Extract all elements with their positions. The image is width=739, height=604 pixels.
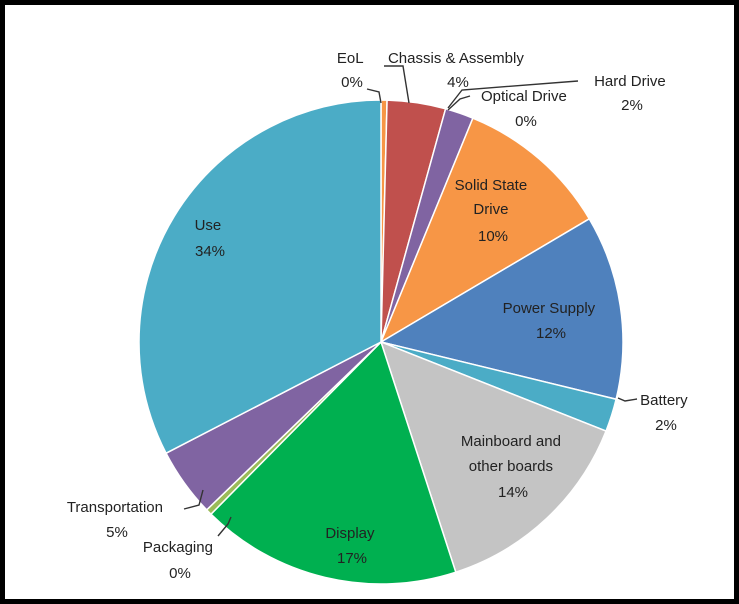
label-ssd-line2: Drive bbox=[473, 201, 508, 218]
label-solid-state-drive: Solid State Drive 10% bbox=[455, 177, 532, 245]
label-display-pct: 17% bbox=[337, 550, 367, 567]
label-power-supply: Power Supply 12% bbox=[503, 300, 600, 342]
label-use-pct: 34% bbox=[195, 243, 225, 260]
optical-drive-leader-line bbox=[447, 95, 471, 111]
label-mainboard: Mainboard and other boards 14% bbox=[461, 433, 565, 501]
label-chassis-pct: 4% bbox=[447, 74, 469, 91]
transportation-leader-line bbox=[183, 489, 204, 510]
label-power-supply-name: Power Supply bbox=[503, 300, 596, 317]
battery-leader-line bbox=[617, 397, 638, 402]
label-transportation-name: Transportation bbox=[67, 499, 163, 516]
label-transportation-pct: 5% bbox=[106, 524, 128, 541]
label-packaging-name: Packaging bbox=[143, 539, 213, 556]
eol-leader-line bbox=[366, 88, 382, 104]
label-eol-pct: 0% bbox=[341, 74, 363, 91]
label-use: Use 34% bbox=[195, 217, 226, 260]
label-eol: EoL 0% bbox=[337, 50, 367, 91]
label-transportation: Transportation 5% bbox=[67, 499, 167, 541]
label-optical-drive-pct: 0% bbox=[515, 113, 537, 130]
label-hard-drive: Hard Drive 2% bbox=[594, 73, 670, 114]
label-ssd-line1: Solid State bbox=[455, 177, 528, 194]
label-use-name: Use bbox=[195, 217, 222, 234]
label-ssd-pct: 10% bbox=[478, 228, 508, 245]
label-battery: Battery 2% bbox=[640, 392, 692, 434]
label-mainboard-pct: 14% bbox=[498, 484, 528, 501]
label-packaging: Packaging 0% bbox=[143, 539, 217, 582]
slice-solid-state-drive bbox=[379, 117, 591, 344]
leader-lines bbox=[183, 65, 638, 537]
label-mainboard-line1: Mainboard and bbox=[461, 433, 561, 450]
chassis-leader-line bbox=[384, 65, 410, 104]
label-packaging-pct: 0% bbox=[169, 565, 191, 582]
label-optical-drive-name: Optical Drive bbox=[481, 88, 567, 105]
pie-slices bbox=[138, 99, 624, 585]
label-power-supply-pct: 12% bbox=[536, 325, 566, 342]
label-display-name: Display bbox=[325, 525, 375, 542]
label-hard-drive-pct: 2% bbox=[621, 97, 643, 114]
label-chassis-name: Chassis & Assembly bbox=[388, 50, 524, 67]
label-chassis: Chassis & Assembly 4% bbox=[388, 50, 528, 91]
label-mainboard-line2: other boards bbox=[469, 458, 553, 475]
label-hard-drive-name: Hard Drive bbox=[594, 73, 666, 90]
label-optical-drive: Optical Drive 0% bbox=[481, 88, 571, 130]
hard-drive-leader-line bbox=[447, 80, 579, 109]
label-battery-name: Battery bbox=[640, 392, 688, 409]
slice-power-supply bbox=[379, 217, 624, 401]
label-eol-name: EoL bbox=[337, 50, 363, 67]
label-display: Display 17% bbox=[325, 525, 378, 567]
slice-display bbox=[209, 340, 457, 585]
packaging-leader-line bbox=[217, 516, 232, 537]
label-battery-pct: 2% bbox=[655, 417, 677, 434]
slice-use bbox=[138, 99, 382, 455]
